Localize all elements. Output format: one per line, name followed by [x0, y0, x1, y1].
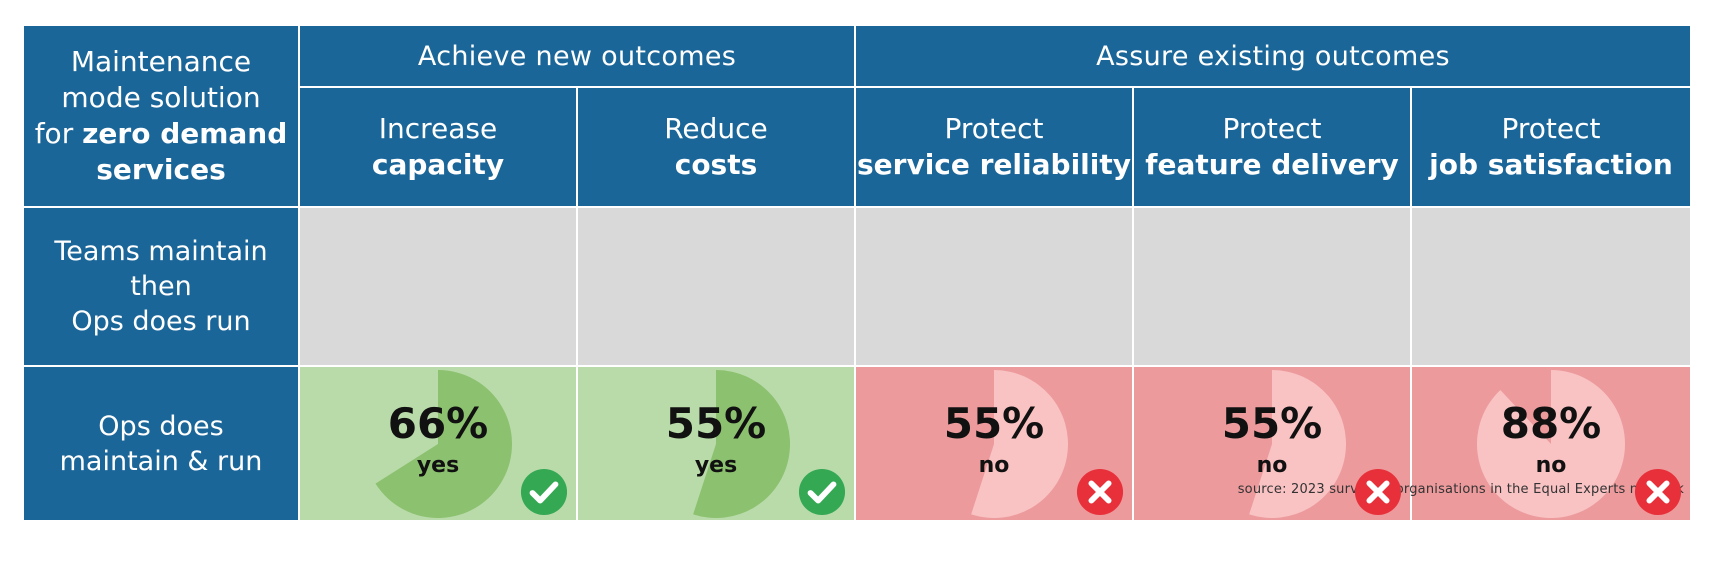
row-header-line: then — [130, 271, 192, 302]
column-header-top: Reduce — [664, 112, 768, 145]
cross-icon — [1076, 468, 1124, 516]
pie-chart — [693, 370, 790, 518]
column-header-top: Protect — [1501, 112, 1601, 145]
corner-line-2: mode solution — [61, 81, 261, 114]
corner-line-3-plain: for — [34, 117, 83, 150]
answer-label: no — [1535, 452, 1567, 478]
row-header-line: Teams maintain — [54, 236, 268, 267]
result-cell-service-reliability: 55% no — [856, 367, 1132, 520]
corner-line-4: services — [96, 153, 226, 186]
cross-icon — [1354, 468, 1402, 516]
result-stat: 55% no — [1221, 398, 1323, 481]
column-header-strong: service reliability — [856, 148, 1131, 181]
pie-slice — [971, 370, 1068, 518]
result-cell-job-satisfaction: 88% no — [1412, 367, 1690, 520]
pie-chart — [1249, 370, 1346, 518]
comparison-table: Maintenance mode solution for zero deman… — [24, 26, 1690, 520]
pie-slice — [693, 370, 790, 518]
column-header-strong: feature delivery — [1145, 148, 1399, 181]
result-stat: 66% yes — [387, 398, 489, 481]
check-icon — [798, 468, 846, 516]
column-header-strong: job satisfaction — [1429, 148, 1673, 181]
answer-label: no — [978, 452, 1010, 478]
cross-icon — [1634, 468, 1682, 516]
percent-value: 88% — [1500, 398, 1602, 448]
pie-slice — [1477, 370, 1625, 518]
empty-cell — [1412, 208, 1690, 365]
column-header-costs: Reduce costs — [578, 88, 854, 206]
column-header-strong: capacity — [371, 148, 505, 181]
result-cell-capacity: 66% yes — [300, 367, 576, 520]
answer-label: yes — [416, 452, 460, 478]
corner-line-3-bold: zero demand — [82, 117, 288, 150]
answer-label: yes — [694, 452, 738, 478]
percent-value: 55% — [1221, 398, 1323, 448]
pie-chart — [971, 370, 1068, 518]
corner-header: Maintenance mode solution for zero deman… — [24, 26, 298, 206]
result-stat: 55% yes — [665, 398, 767, 481]
group-header-achieve: Achieve new outcomes — [300, 26, 854, 86]
column-header-strong: costs — [674, 148, 758, 181]
answer-label: no — [1256, 452, 1288, 478]
corner-line-3: for zero demand — [35, 116, 288, 152]
row-header-line: Ops does run — [71, 306, 251, 337]
pie-chart — [1477, 370, 1625, 518]
row-header-line: maintain & run — [59, 445, 263, 477]
result-cell-costs: 55% yes — [578, 367, 854, 520]
row-header-line: Ops does — [98, 410, 224, 442]
column-header-top: Increase — [378, 112, 498, 145]
percent-value: 55% — [943, 398, 1045, 448]
empty-cell — [578, 208, 854, 365]
empty-cell — [1134, 208, 1410, 365]
row-header-teams-maintain: Teams maintain then Ops does run — [24, 208, 298, 365]
column-header-feature-delivery: Protect feature delivery — [1134, 88, 1410, 206]
column-header-capacity: Increase capacity — [300, 88, 576, 206]
pie-slice — [1249, 370, 1346, 518]
group-header-assure: Assure existing outcomes — [856, 26, 1690, 86]
pie-slice — [375, 370, 512, 518]
check-icon — [520, 468, 568, 516]
percent-value: 66% — [387, 398, 489, 448]
result-stat: 55% no — [943, 398, 1045, 481]
column-header-job-satisfaction: Protect job satisfaction — [1412, 88, 1690, 206]
column-header-top: Protect — [944, 112, 1044, 145]
source-note: source: 2023 survey of organisations in … — [1237, 482, 1684, 497]
percent-value: 55% — [665, 398, 767, 448]
row-header-ops-maintain-run: Ops does maintain & run — [24, 367, 298, 520]
column-header-top: Protect — [1222, 112, 1322, 145]
corner-line-1: Maintenance — [70, 45, 252, 78]
result-cell-feature-delivery: 55% no — [1134, 367, 1410, 520]
result-stat: 88% no — [1500, 398, 1602, 481]
empty-cell — [856, 208, 1132, 365]
column-header-service-reliability: Protect service reliability — [856, 88, 1132, 206]
empty-cell — [300, 208, 576, 365]
pie-chart — [375, 370, 512, 518]
